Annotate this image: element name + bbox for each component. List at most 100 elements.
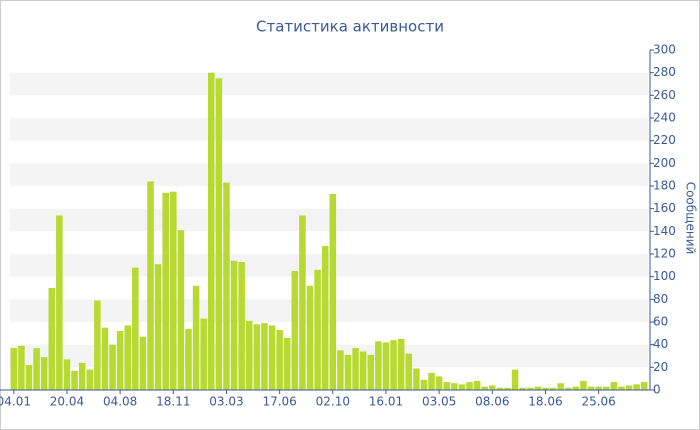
- bar: [580, 380, 587, 390]
- bar: [382, 342, 390, 390]
- bar: [48, 288, 56, 390]
- bar: [337, 350, 344, 390]
- bar: [542, 387, 549, 390]
- bar: [367, 354, 375, 390]
- bar: [291, 271, 299, 390]
- x-tick-label: 17.06: [262, 395, 296, 409]
- bar: [329, 193, 337, 390]
- bar: [564, 387, 572, 390]
- bar: [86, 369, 94, 390]
- bar: [71, 370, 78, 390]
- x-tick-label: 04.08: [103, 395, 137, 409]
- bar: [481, 386, 488, 390]
- bar: [435, 376, 443, 390]
- bar: [458, 384, 466, 390]
- bar: [413, 368, 420, 390]
- y-tick-label: 60: [653, 315, 668, 329]
- bar: [633, 384, 640, 390]
- bar: [245, 320, 253, 390]
- grid-band: [10, 299, 648, 322]
- bar: [618, 386, 625, 390]
- y-tick-label: 40: [653, 337, 668, 351]
- bar: [139, 336, 147, 390]
- y-tick-label: 260: [653, 88, 676, 102]
- x-tick-label: 02.10: [316, 395, 350, 409]
- bar: [451, 383, 458, 390]
- x-tick-label: 03.03: [209, 395, 243, 409]
- bar: [154, 264, 162, 390]
- bar: [375, 341, 382, 390]
- bar: [314, 269, 321, 390]
- bar: [519, 387, 526, 390]
- grid-band: [10, 254, 648, 277]
- y-tick-label: 300: [653, 43, 676, 57]
- bar: [595, 386, 602, 390]
- bar: [420, 379, 428, 390]
- x-tick-label: 18.11: [156, 395, 190, 409]
- bar: [116, 331, 124, 390]
- y-tick-label: 220: [653, 133, 676, 147]
- chart-title: Статистика активности: [256, 18, 444, 36]
- bar: [147, 181, 154, 390]
- bar: [10, 348, 18, 390]
- bar: [192, 285, 200, 390]
- y-tick-label: 240: [653, 111, 676, 125]
- bar: [78, 362, 86, 390]
- bar: [473, 380, 481, 390]
- bar: [397, 339, 405, 390]
- grid-band: [10, 344, 648, 368]
- y-tick-label: 100: [653, 269, 676, 283]
- bar: [466, 382, 473, 390]
- bar: [94, 300, 101, 390]
- bar: [238, 261, 245, 390]
- bar: [208, 72, 215, 391]
- bar: [101, 327, 109, 390]
- bar: [56, 215, 63, 390]
- bar: [124, 325, 131, 390]
- x-tick-label: 03.05: [422, 395, 456, 409]
- bar: [496, 387, 504, 390]
- bar: [283, 337, 291, 390]
- bar: [549, 387, 557, 390]
- grid-band: [10, 118, 648, 141]
- bar: [511, 369, 519, 390]
- y-tick-label: 20: [653, 360, 668, 374]
- bar: [321, 246, 329, 390]
- bar: [63, 359, 71, 390]
- y-axis-label: Сообщений: [684, 182, 698, 255]
- y-tick-label: 160: [653, 201, 676, 215]
- bar: [25, 365, 33, 390]
- y-tick-label: 180: [653, 179, 676, 193]
- grid-band: [10, 208, 648, 232]
- bar: [359, 351, 367, 390]
- bar: [18, 345, 25, 390]
- bar: [162, 192, 169, 390]
- bar: [200, 318, 207, 390]
- bar: [344, 354, 352, 390]
- bar: [405, 353, 413, 390]
- bar: [299, 215, 306, 390]
- bar: [557, 383, 564, 390]
- bar: [640, 382, 648, 390]
- bar: [504, 387, 511, 390]
- bar: [527, 387, 534, 390]
- bar: [223, 182, 230, 390]
- bar: [625, 385, 633, 390]
- grid-band: [10, 163, 648, 186]
- y-tick-label: 80: [653, 292, 668, 306]
- bar: [261, 323, 268, 390]
- y-tick-label: 280: [653, 65, 676, 79]
- bar: [268, 325, 276, 390]
- bar: [276, 329, 283, 390]
- bar: [390, 340, 397, 390]
- bar: [587, 386, 595, 390]
- bar: [572, 386, 580, 390]
- bar: [40, 357, 48, 390]
- y-tick-label: 0: [653, 383, 661, 397]
- bar: [215, 78, 223, 390]
- bar: [109, 344, 116, 390]
- x-tick-label: 16.01: [369, 395, 403, 409]
- grid-band: [10, 72, 648, 96]
- bar: [443, 382, 450, 390]
